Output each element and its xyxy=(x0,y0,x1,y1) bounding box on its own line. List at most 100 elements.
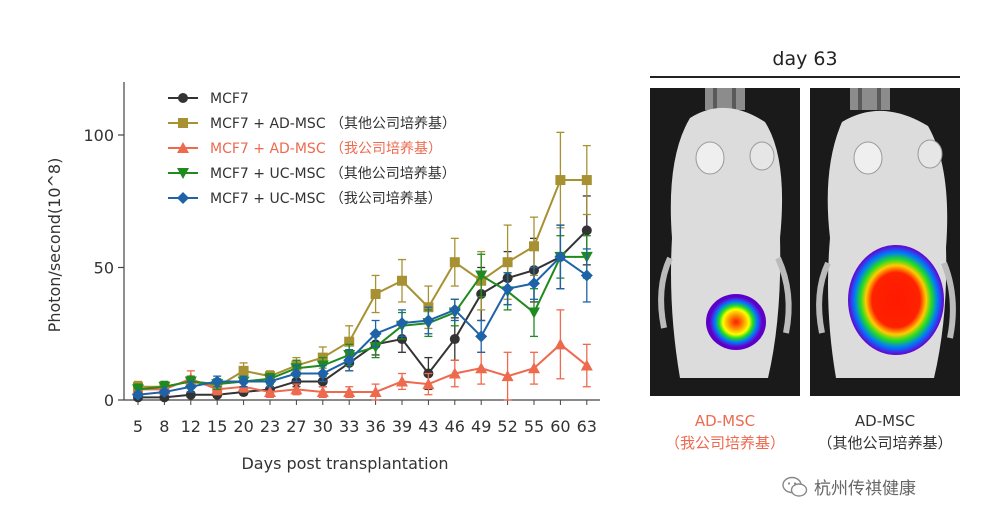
legend-marker xyxy=(178,118,188,128)
data-point xyxy=(343,354,356,367)
data-point xyxy=(475,362,488,374)
x-tick-label: 20 xyxy=(233,417,253,436)
data-point xyxy=(369,386,382,398)
data-point xyxy=(475,330,488,343)
series-line xyxy=(138,343,588,394)
legend-marker xyxy=(177,192,189,204)
data-point xyxy=(290,367,303,380)
mouse-image-other xyxy=(810,88,960,396)
legend: MCF7 MCF7 + AD-MSC （其他公司培养基） MCF7 + AD-MSC… xyxy=(168,91,456,207)
data-point xyxy=(264,386,276,398)
data-point xyxy=(528,362,540,374)
series-3 xyxy=(132,309,593,401)
x-tick-label: 8 xyxy=(159,417,169,436)
x-tick-label: 36 xyxy=(365,417,385,436)
legend-marker xyxy=(177,168,189,179)
caption-line: AD-MSC xyxy=(854,412,916,430)
data-point xyxy=(448,303,461,316)
data-point xyxy=(501,370,514,382)
data-point xyxy=(237,375,250,388)
data-point xyxy=(448,367,461,379)
data-point xyxy=(501,282,514,295)
series-line xyxy=(138,179,587,388)
x-tick-label: 60 xyxy=(550,417,570,436)
line-chart: 0 50 100 5 8 12 15 20 23 27 30 33 36 39 43 46 49 52 55 60 63… xyxy=(45,82,600,473)
image-caption-other: AD-MSC （其他公司培养基） xyxy=(795,410,975,454)
caption-line: （我公司培养基） xyxy=(664,434,785,452)
series-5 xyxy=(132,224,593,401)
data-point xyxy=(397,275,407,286)
x-tick-label: 55 xyxy=(524,417,544,436)
watermark: 杭州传祺健康 xyxy=(782,474,916,499)
data-point xyxy=(580,269,593,282)
data-point xyxy=(554,250,567,263)
data-point xyxy=(528,307,540,319)
caption-line: （其他公司培养基） xyxy=(817,434,953,452)
legend-marker xyxy=(178,93,188,103)
data-point xyxy=(132,388,144,401)
data-point xyxy=(370,289,381,299)
data-point xyxy=(184,380,197,393)
data-point xyxy=(264,375,276,388)
y-axis-label: Photon/second(10^8) xyxy=(45,158,64,333)
mouse-illustration xyxy=(810,88,960,396)
mouse-illustration xyxy=(650,88,800,396)
data-point xyxy=(238,365,249,376)
data-point xyxy=(580,359,593,371)
series-line xyxy=(137,255,587,391)
legend-label: MCF7 xyxy=(210,91,249,107)
legend-label: MCF7 + UC-MSC （其他公司培养基） xyxy=(210,165,456,182)
image-panel-title: day 63 xyxy=(772,48,838,70)
data-point xyxy=(396,317,408,330)
watermark-text: 杭州传祺健康 xyxy=(814,479,916,499)
y-tick-label: 50 xyxy=(94,259,114,278)
x-tick-label: 5 xyxy=(133,417,143,436)
x-axis-label: Days post transplantation xyxy=(241,454,448,473)
x-tick-label: 39 xyxy=(392,417,412,436)
y-tick-label: 100 xyxy=(83,126,114,145)
data-point xyxy=(528,277,540,290)
x-tick-label: 12 xyxy=(181,417,201,436)
data-point xyxy=(581,225,592,236)
data-point xyxy=(422,378,435,390)
data-point xyxy=(158,386,171,399)
data-point xyxy=(554,338,567,350)
x-tick-label: 46 xyxy=(445,417,465,436)
data-point xyxy=(555,175,566,186)
data-point xyxy=(502,257,513,268)
data-point xyxy=(369,327,382,340)
x-tick-label: 43 xyxy=(418,417,438,436)
x-tick-label: 27 xyxy=(286,417,306,436)
data-point xyxy=(343,386,356,398)
wechat-icon xyxy=(782,476,808,497)
x-tick-label: 15 xyxy=(207,417,227,436)
x-tick-label: 52 xyxy=(497,417,517,436)
data-point xyxy=(290,383,303,395)
x-tick-label: 49 xyxy=(471,417,491,436)
legend-label: MCF7 + AD-MSC （我公司培养基） xyxy=(210,140,442,157)
x-tick-label: 30 xyxy=(313,417,333,436)
x-tick-label: 33 xyxy=(339,417,359,436)
x-tick-label: 23 xyxy=(260,417,280,436)
image-caption-ours: AD-MSC （我公司培养基） xyxy=(635,410,815,454)
data-point xyxy=(396,375,408,387)
data-point xyxy=(581,175,592,186)
data-point xyxy=(422,314,435,327)
data-point xyxy=(529,241,539,252)
data-point xyxy=(316,386,329,398)
series-line xyxy=(137,255,588,396)
legend-marker xyxy=(177,142,189,153)
caption-line: AD-MSC xyxy=(694,412,756,430)
data-point xyxy=(475,270,488,282)
data-point xyxy=(449,257,460,268)
data-point xyxy=(316,367,329,380)
data-point xyxy=(211,375,224,388)
legend-label: MCF7 + UC-MSC （我公司培养基） xyxy=(210,190,442,207)
y-tick-label: 0 xyxy=(104,391,114,410)
legend-label: MCF7 + AD-MSC （其他公司培养基） xyxy=(210,115,456,132)
data-point xyxy=(344,336,355,347)
x-tick-label: 63 xyxy=(577,417,597,436)
data-point xyxy=(449,334,460,345)
panel-divider xyxy=(650,76,960,78)
mouse-image-ours xyxy=(650,88,800,396)
